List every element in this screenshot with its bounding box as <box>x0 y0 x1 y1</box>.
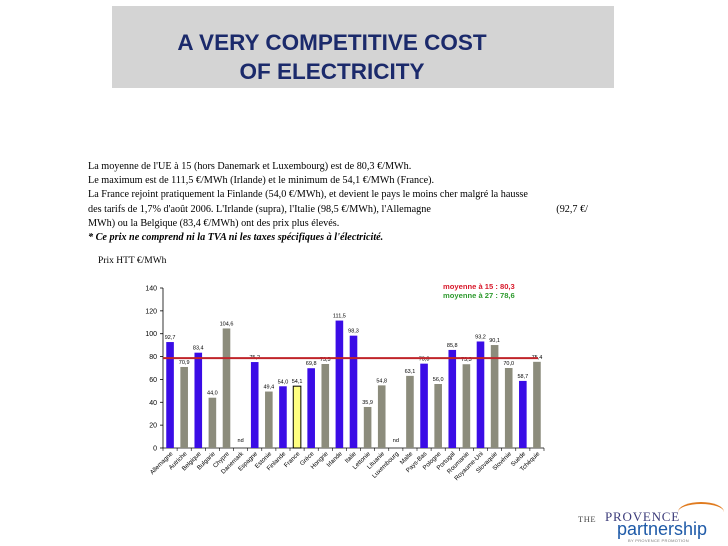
bar <box>349 335 358 448</box>
bar <box>504 368 513 448</box>
y-tick-label: 60 <box>149 377 157 384</box>
bar <box>321 364 330 448</box>
data-label: 93,2 <box>475 334 486 340</box>
bar <box>420 363 428 448</box>
tax-note: * Ce prix ne comprend ni la TVA ni les t… <box>88 231 384 243</box>
data-label: 69,8 <box>306 361 317 367</box>
data-label: 44,0 <box>207 391 218 397</box>
description-line-2: Le maximum est de 111,5 €/MWh (Irlande) … <box>88 175 435 187</box>
title-line-2: OF ELECTRICITY <box>239 59 425 84</box>
data-label: 73,5 <box>320 357 331 363</box>
y-tick-label: 0 <box>153 446 157 453</box>
title-line-1: A VERY COMPETITIVE COST <box>177 30 487 55</box>
data-label: 90,1 <box>489 338 500 344</box>
slide-title: A VERY COMPETITIVE COST OF ELECTRICITY <box>112 28 552 86</box>
y-tick-label: 20 <box>149 423 157 430</box>
data-label: nd <box>393 438 399 444</box>
data-label: 70,9 <box>179 360 190 366</box>
provence-partnership-logo: THE PROVENCE partnership BY PROVENCE PRO… <box>578 502 726 544</box>
logo-partnership: partnership <box>617 519 708 539</box>
bar <box>166 342 174 448</box>
data-label: 83,4 <box>193 346 204 352</box>
data-label: 70,0 <box>503 361 514 367</box>
data-label: 56,0 <box>433 377 444 383</box>
data-label: 85,8 <box>447 343 458 349</box>
description-line-4-left: des tarifs de 1,7% d'août 2006. L'Irland… <box>88 203 431 215</box>
bar <box>180 366 188 448</box>
bar <box>279 386 287 448</box>
bar <box>194 352 203 448</box>
description-line-5: MWh) ou la Belgique (83,4 €/MWh) ont des… <box>88 217 340 229</box>
description-line-4-right: (92,7 €/ <box>556 203 588 215</box>
data-label: 58,7 <box>517 374 528 380</box>
y-tick-label: 140 <box>145 286 157 293</box>
data-label: 54,0 <box>278 379 289 385</box>
logo-provence: PROVENCE <box>605 509 681 524</box>
y-tick-label: 120 <box>145 308 157 315</box>
title-banner: A VERY COMPETITIVE COST OF ELECTRICITY <box>112 6 614 88</box>
logo-arc <box>678 502 724 522</box>
data-label: 111,5 <box>333 314 346 320</box>
logo-byline: BY PROVENCE PROMOTION <box>628 538 689 543</box>
bar <box>490 345 499 448</box>
y-tick-label: 80 <box>149 354 157 361</box>
data-label: 63,1 <box>405 369 416 375</box>
logo-the: THE <box>578 514 597 524</box>
data-label: 54,1 <box>292 379 303 385</box>
legend-entry: moyenne à 27 : 78,6 <box>443 291 515 300</box>
legend-entry: moyenne à 15 : 80,3 <box>443 282 515 291</box>
data-label: 54,8 <box>376 378 387 384</box>
bar <box>519 380 527 448</box>
description-line-4: des tarifs de 1,7% d'août 2006. L'Irland… <box>88 203 588 217</box>
category-label: Irlande <box>325 450 344 469</box>
bar <box>363 406 372 448</box>
bar <box>377 385 386 448</box>
data-label: 35,9 <box>362 400 373 406</box>
description-line-3: La France rejoint pratiquement la Finlan… <box>88 189 528 201</box>
unit-label: Prix HTT €/MWh <box>98 256 167 266</box>
bar <box>208 397 217 448</box>
bar <box>476 341 485 448</box>
bar <box>222 328 231 448</box>
bar <box>307 368 315 448</box>
y-tick-label: 40 <box>149 400 157 407</box>
bar <box>265 391 273 448</box>
bar <box>335 320 344 448</box>
description-text: La moyenne de l'UE à 15 (hors Danemark e… <box>88 160 588 245</box>
bar <box>462 364 471 448</box>
data-label: 73,8 <box>419 357 430 363</box>
y-tick-label: 100 <box>145 331 157 338</box>
data-label: nd <box>238 438 244 444</box>
data-label: 104,6 <box>220 321 234 327</box>
bar <box>448 349 457 448</box>
bar <box>406 375 414 448</box>
data-label: 49,4 <box>263 385 274 391</box>
bar <box>292 385 302 449</box>
data-label: 92,7 <box>165 335 176 341</box>
bar <box>434 384 442 448</box>
data-label: 73,3 <box>461 357 472 363</box>
bar <box>250 362 259 448</box>
data-label: 98,3 <box>348 329 359 335</box>
description-line-1: La moyenne de l'UE à 15 (hors Danemark e… <box>88 161 412 172</box>
bar <box>533 361 541 448</box>
category-label: France <box>283 450 302 469</box>
